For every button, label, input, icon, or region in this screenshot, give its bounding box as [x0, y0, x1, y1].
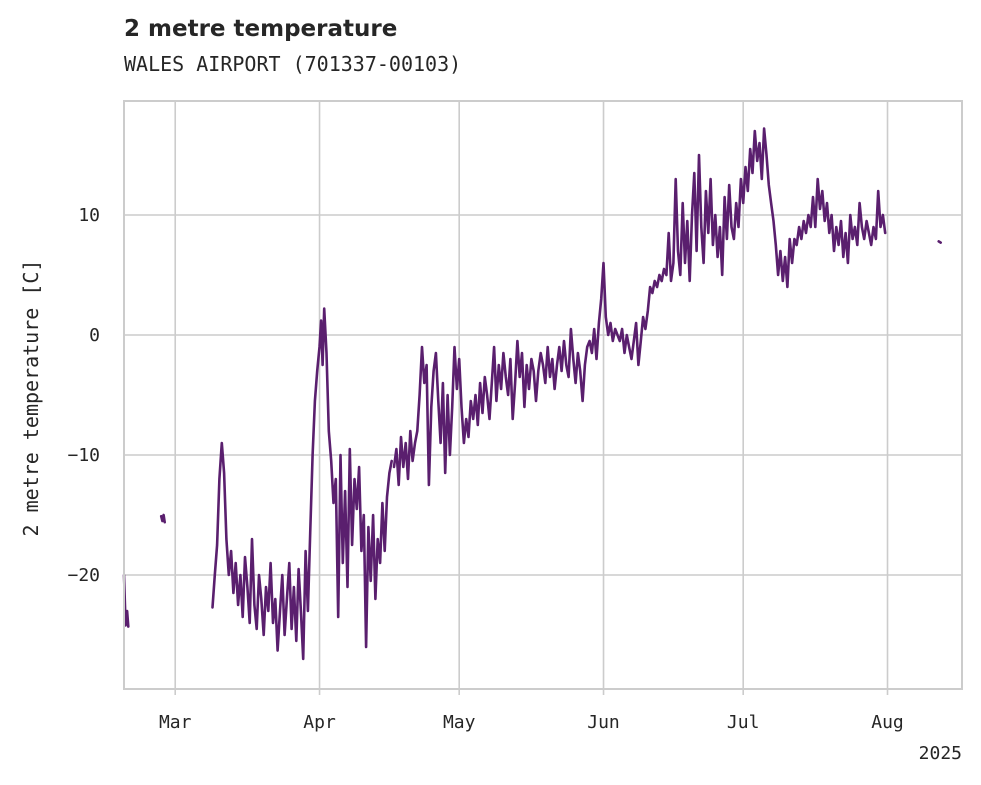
- y-tick-label: −20: [67, 565, 100, 586]
- x-tick-label: Apr: [303, 712, 336, 733]
- chart-title: 2 metre temperature: [124, 16, 398, 42]
- x-tick-label: Mar: [159, 712, 192, 733]
- temperature-line-segment: [159, 513, 166, 524]
- x-tick-label: Jun: [587, 712, 620, 733]
- x-axis: Mar Apr May Jun Jul Aug: [159, 689, 904, 733]
- temperature-line-segment: [937, 240, 943, 244]
- temperature-line-segment: [211, 307, 394, 661]
- series-temperature: [122, 127, 943, 661]
- chart-subtitle: WALES AIRPORT (701337-00103): [124, 52, 462, 76]
- plot-frame: [123, 100, 963, 690]
- x-tick-label: Jul: [727, 712, 760, 733]
- y-tick-label: −10: [67, 445, 100, 466]
- x-tick-label: May: [443, 712, 476, 733]
- x-tick-label: Aug: [871, 712, 904, 733]
- y-axis: −20 −10 0 10: [67, 205, 100, 586]
- y-axis-label: 2 metre temperature [C]: [19, 260, 43, 537]
- y-tick-label: 0: [89, 325, 100, 346]
- y-tick-label: 10: [78, 205, 100, 226]
- x-axis-offset-label: 2025: [919, 743, 962, 764]
- temperature-line-segment: [392, 127, 887, 487]
